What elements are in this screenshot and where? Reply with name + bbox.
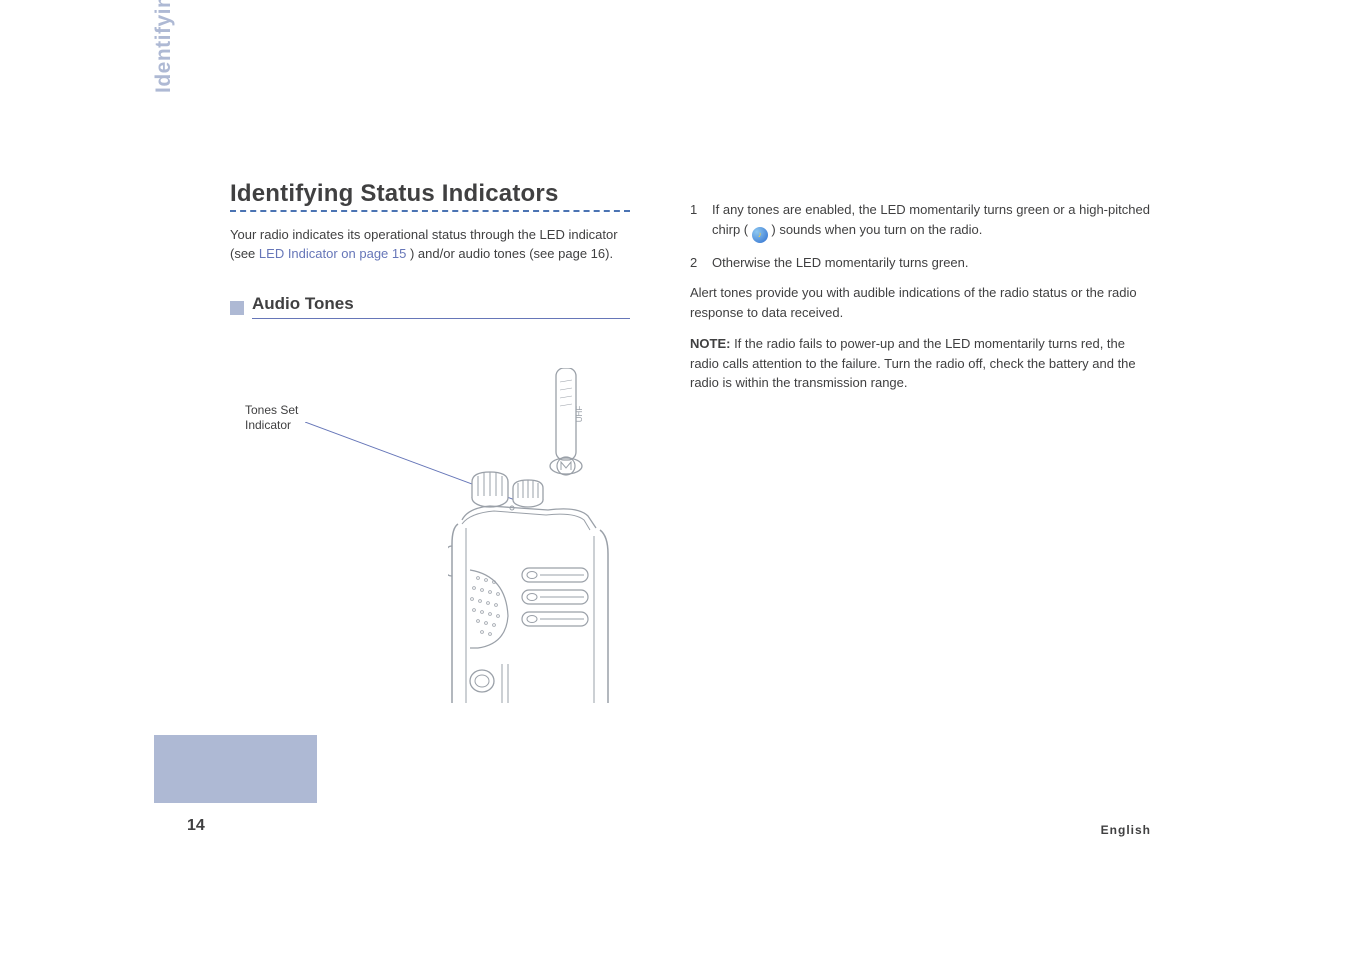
intro-post: ) and/or audio tones (see page 16). — [410, 246, 613, 261]
section-title: Audio Tones — [252, 294, 630, 319]
callout-line1: Tones Set — [245, 403, 298, 417]
page-number: 14 — [187, 817, 205, 835]
chapter-title: Identifying Status Indicators — [230, 180, 630, 208]
svg-text:UHF: UHF — [575, 406, 584, 423]
section-square-icon — [230, 301, 244, 315]
right-column: 1 If any tones are enabled, the LED mome… — [690, 200, 1150, 405]
item-1-number: 1 — [690, 200, 712, 220]
side-vertical-label: Identifying Status Indicators — [152, 0, 176, 93]
right-line1: Alert tones provide you with audible ind… — [690, 283, 1150, 322]
scan-icon: ♪ — [752, 227, 768, 243]
chapter-intro: Your radio indicates its operational sta… — [230, 226, 630, 264]
note-label: NOTE: — [690, 336, 734, 351]
item-1-text: If any tones are enabled, the LED moment… — [712, 200, 1150, 243]
figure-callout: Tones Set Indicator — [245, 403, 298, 433]
language-label: English — [1101, 823, 1151, 837]
item-2-text: Otherwise the LED momentarily turns gree… — [712, 253, 1150, 273]
chapter-divider — [230, 210, 630, 212]
intro-link[interactable]: LED Indicator on page 15 — [259, 246, 406, 261]
section-header: Audio Tones — [230, 294, 630, 319]
radio-illustration: UHF — [448, 368, 613, 703]
note-body: If the radio fails to power-up and the L… — [690, 336, 1136, 390]
item-2-number: 2 — [690, 253, 712, 273]
callout-line2: Indicator — [245, 418, 291, 432]
right-note: NOTE: If the radio fails to power-up and… — [690, 334, 1150, 393]
side-tab — [154, 735, 317, 803]
